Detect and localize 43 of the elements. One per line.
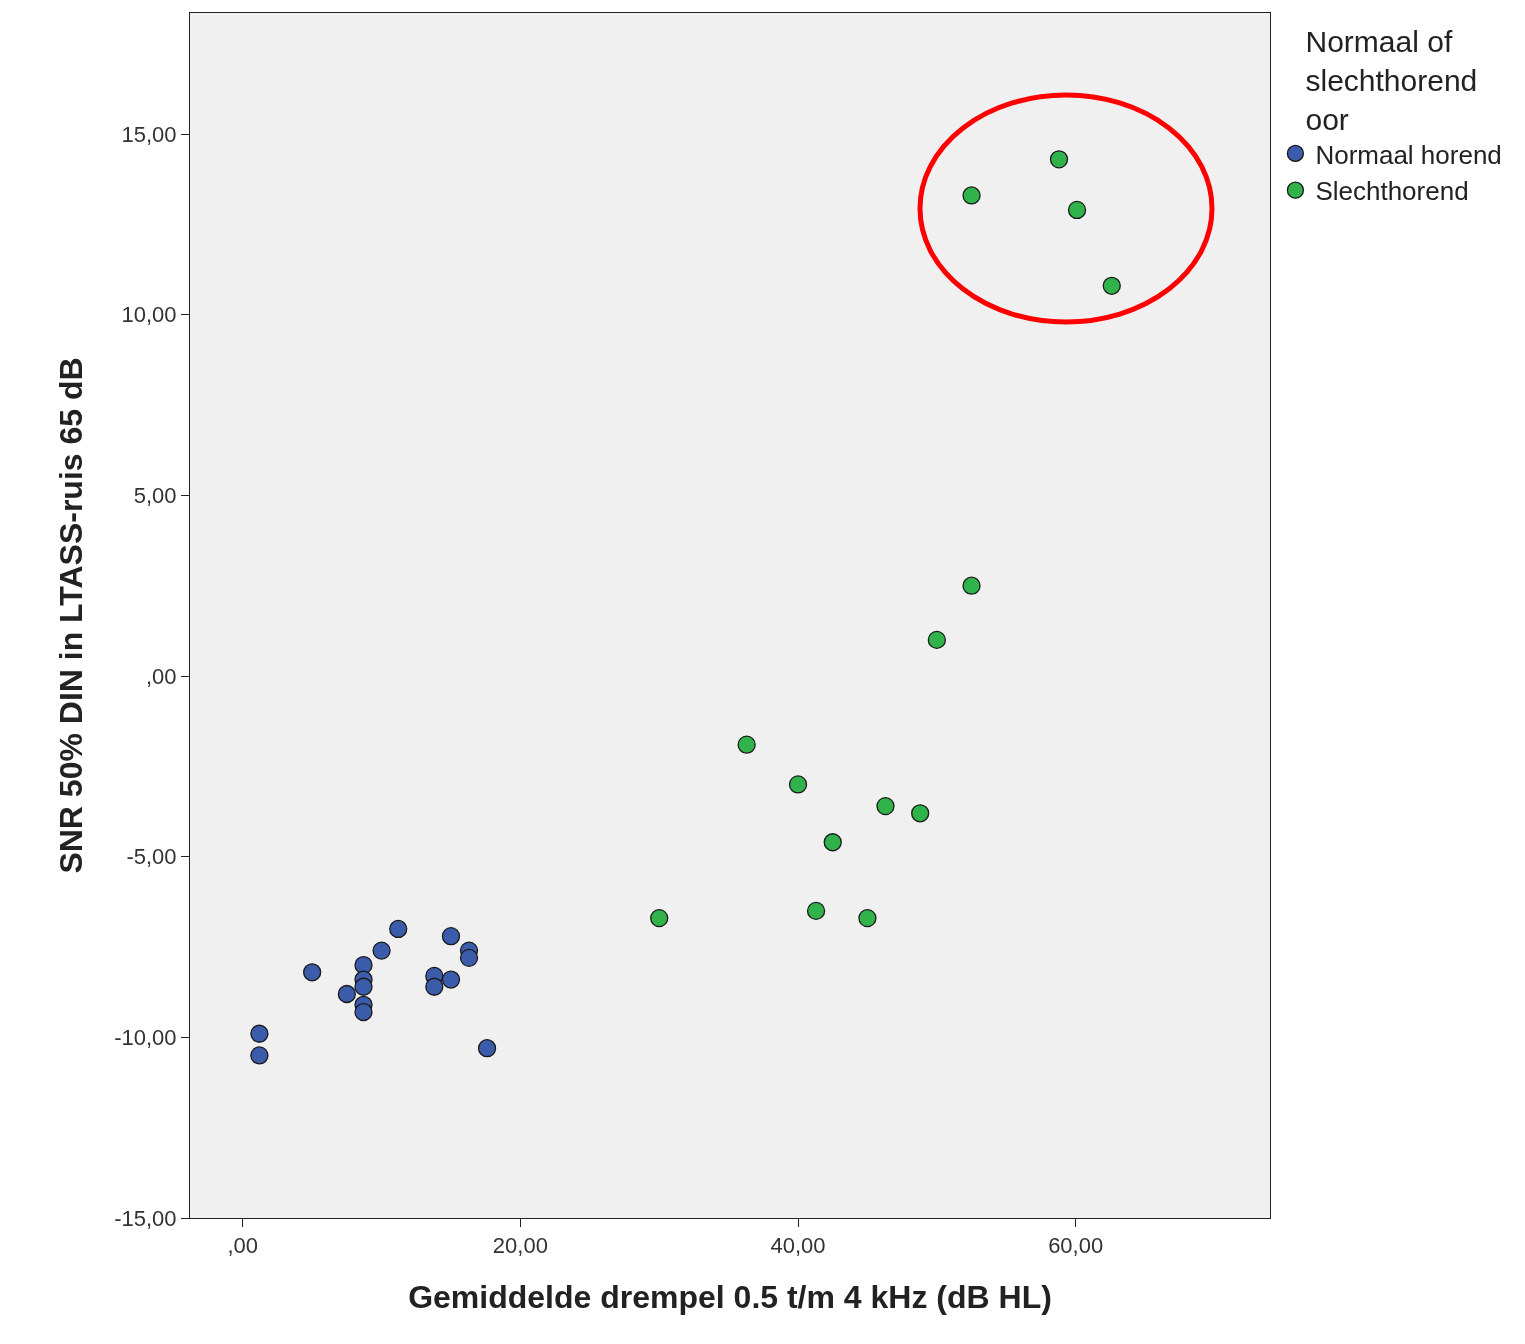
x-tick-label: 40,00 (770, 1233, 826, 1259)
point (806, 901, 826, 921)
legend-label: Slechthorend (1315, 176, 1469, 207)
legend-label: Normaal horend (1315, 139, 1502, 170)
point (927, 630, 946, 650)
point (876, 796, 895, 816)
point (1102, 276, 1121, 295)
point (477, 1039, 497, 1058)
y-tick-label: 15,00 (121, 121, 177, 147)
point (425, 977, 444, 996)
point (911, 804, 930, 823)
y-tick-label: 10,00 (121, 302, 177, 328)
point (737, 735, 756, 754)
point (441, 970, 461, 989)
point (354, 1002, 373, 1022)
point (962, 186, 981, 205)
y-tick-label: -10,00 (114, 1025, 177, 1051)
point (250, 1024, 269, 1043)
y-tick-label: -5,00 (126, 844, 177, 870)
legend-title: Normaal of slechthorend oor (1305, 25, 1478, 136)
point (1049, 150, 1069, 169)
point (303, 963, 322, 982)
point (788, 775, 808, 794)
x-tick-label: 20,00 (492, 1233, 548, 1259)
point (1067, 200, 1087, 220)
point (459, 948, 479, 967)
y-tick-label: -15,00 (114, 1205, 177, 1231)
y-tick-label: 5,00 (133, 483, 177, 509)
point (858, 908, 877, 928)
point (650, 908, 669, 928)
point (389, 919, 408, 939)
point (823, 833, 842, 852)
point (441, 927, 461, 946)
x-tick-label: 60,00 (1048, 1233, 1104, 1259)
point (962, 576, 981, 595)
point (250, 1046, 269, 1065)
y-tick-label: ,00 (146, 663, 177, 689)
x-axis-title: Gemiddelde drempel 0.5 t/m 4 kHz (dB HL) (408, 1279, 1052, 1316)
point (372, 941, 391, 960)
point (337, 984, 357, 1004)
y-axis-title: SNR 50% DIN in LTASS-ruis 65 dB (52, 357, 89, 874)
point (354, 977, 373, 996)
x-tick-label: ,00 (227, 1233, 259, 1259)
